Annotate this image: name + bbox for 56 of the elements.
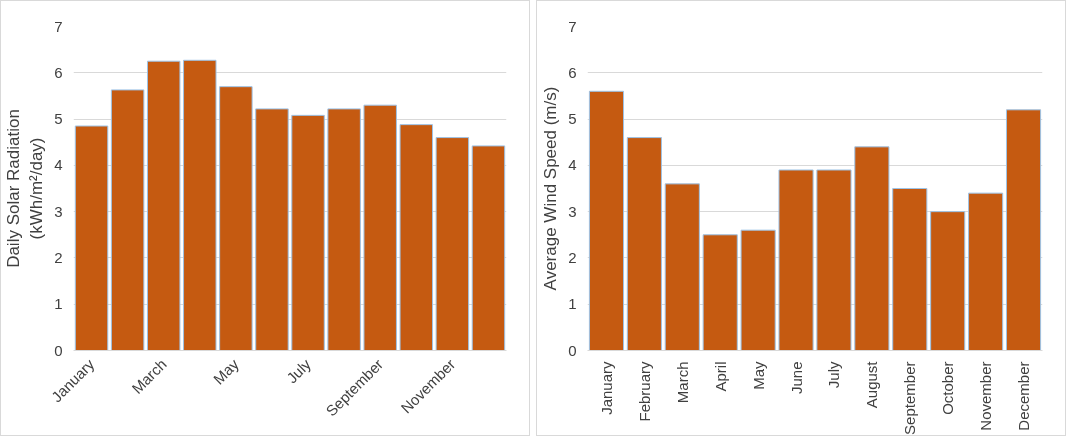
bar — [291, 114, 325, 351]
x-tick-label: November — [977, 361, 995, 431]
bar — [892, 188, 928, 351]
bar — [110, 89, 145, 351]
y-tick-label: 1 — [568, 295, 577, 313]
x-tick-label: July — [283, 355, 315, 387]
bar — [778, 169, 814, 351]
bar — [435, 137, 470, 351]
y-tick-label: 4 — [568, 156, 577, 174]
bar — [183, 59, 217, 351]
bar — [930, 211, 966, 351]
x-tick-label: May — [749, 361, 767, 390]
x-tick-label: July — [825, 361, 843, 389]
x-tick-label: September — [901, 361, 919, 435]
y-tick-label: 7 — [568, 17, 577, 35]
y-tick-label: 7 — [54, 17, 63, 35]
y-tick-label: 1 — [54, 295, 63, 313]
bar — [1005, 109, 1042, 351]
bar — [664, 183, 700, 351]
bar — [471, 145, 506, 351]
bar — [74, 125, 109, 351]
x-tick-label: May — [209, 355, 243, 388]
y-tick-label: 6 — [568, 63, 577, 81]
y-tick-label: 4 — [54, 156, 63, 174]
bar — [146, 60, 181, 351]
y-tick-label: 6 — [54, 63, 63, 81]
bar — [588, 90, 625, 351]
x-tick-label: January — [597, 361, 615, 415]
bar — [219, 86, 253, 351]
y-tick-label: 3 — [54, 202, 63, 220]
y-tick-label: 0 — [54, 341, 63, 359]
y-tick-label: 0 — [568, 341, 577, 359]
x-tick-label: June — [787, 361, 805, 395]
bar — [626, 137, 662, 351]
x-tick-label: August — [863, 360, 881, 409]
y-tick-label: 2 — [54, 248, 63, 266]
bar — [854, 146, 890, 351]
x-tick-label: April — [711, 361, 729, 392]
x-tick-label: March — [673, 361, 691, 404]
x-tick-label: October — [939, 361, 957, 415]
bar — [968, 192, 1004, 351]
y-axis-title: Average Wind Speed (m/s) — [541, 86, 561, 291]
bar — [702, 234, 738, 351]
y-axis-title: Daily Solar Radiation (kWh/m²/day) — [4, 109, 47, 268]
bar — [255, 108, 289, 351]
x-tick-label: February — [635, 361, 653, 422]
y-tick-label: 2 — [568, 248, 577, 266]
bar — [327, 108, 361, 351]
bar — [740, 229, 776, 351]
y-tick-label: 5 — [568, 110, 577, 128]
x-tick-label: December — [1015, 361, 1033, 431]
bar — [399, 124, 434, 351]
bar — [816, 169, 852, 351]
y-tick-label: 3 — [568, 202, 577, 220]
y-tick-label: 5 — [54, 110, 63, 128]
bar — [363, 104, 397, 351]
